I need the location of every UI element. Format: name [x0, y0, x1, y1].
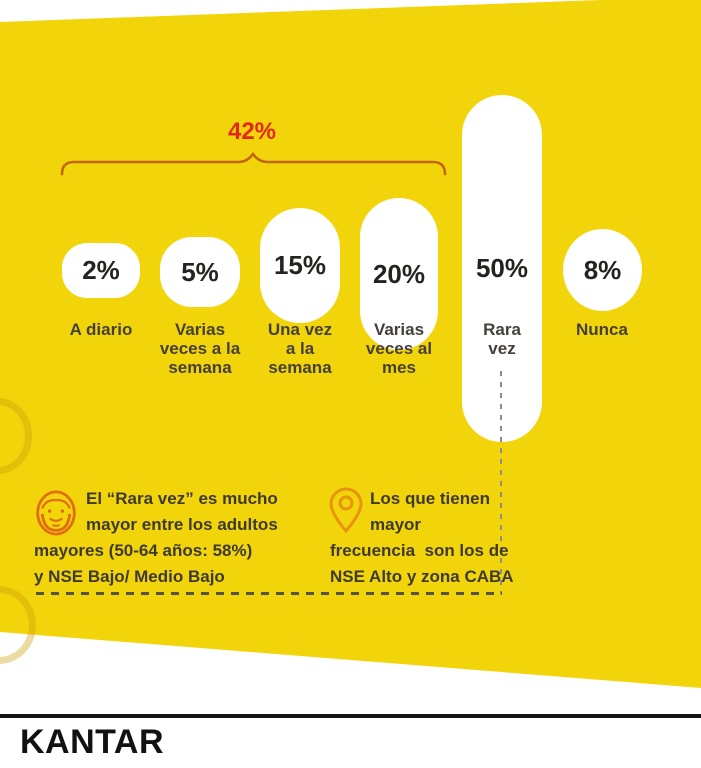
curly-brace-icon	[60, 151, 447, 176]
label-line: veces a la	[159, 339, 241, 358]
label-line: mes	[381, 358, 417, 377]
annotation-line: frecuencia son los de	[330, 541, 509, 560]
bar-pill-a-diario: 2%	[62, 243, 140, 298]
bar-value: 50%	[475, 253, 529, 283]
bar-value: 5%	[181, 256, 219, 287]
annotation-line: mayor	[370, 515, 422, 534]
bar-value: 2%	[82, 255, 120, 285]
label-line: Varias	[373, 320, 425, 339]
bar-category-label: Rara vez	[440, 320, 564, 358]
bar-pill-rara-vez: 50%	[462, 95, 542, 442]
kantar-logo: KANTAR	[20, 723, 165, 761]
label-line: veces al	[365, 339, 433, 358]
label-line: semana	[168, 358, 232, 377]
annotation-frecuencia: Los que tienen mayor frecuencia son los …	[330, 486, 520, 590]
bar-category-label: Varias veces a la semana	[138, 320, 262, 377]
label-line: Varias	[174, 320, 226, 339]
annotation-line: mayores (50-64 años: 58%)	[34, 541, 253, 560]
bar-pill-nunca: 8%	[563, 229, 642, 311]
label-line: A diario	[69, 320, 133, 339]
annotation-line: mayor entre los adultos	[86, 515, 278, 534]
annotation-line: El “Rara vez” es mucho	[86, 489, 278, 508]
bar-category-label: Varias veces al mes	[337, 320, 461, 377]
label-line: semana	[268, 358, 332, 377]
bar-value: 20%	[372, 258, 426, 289]
annotation-line: y NSE Bajo/ Medio Bajo	[34, 567, 225, 586]
label-line: a la	[285, 339, 315, 358]
annotation-line: Los que tienen	[370, 489, 490, 508]
bar-category-label: Nunca	[540, 320, 664, 339]
bar-pill-varias-veces-mes: 20%	[360, 198, 438, 350]
bracket-total-value: 42%	[227, 118, 277, 145]
bar-value: 15%	[273, 250, 327, 280]
bar-pill-varias-veces-semana: 5%	[160, 237, 240, 307]
bar-pill-una-vez-semana: 15%	[260, 208, 340, 323]
footer-divider	[0, 714, 701, 718]
vertical-dashed-connector	[500, 371, 502, 594]
annotation-line: NSE Alto y zona CABA	[330, 567, 514, 586]
horizontal-dashed-divider	[36, 592, 502, 595]
label-line: Una vez	[267, 320, 333, 339]
annotation-rara-vez: El “Rara vez” es mucho mayor entre los a…	[34, 486, 296, 590]
label-line: Nunca	[576, 320, 628, 339]
bar-category-label: Una vez a la semana	[238, 320, 362, 377]
label-line: Rara	[483, 320, 521, 339]
bar-value: 8%	[583, 254, 622, 285]
location-pin-icon	[329, 487, 363, 534]
bar-category-label: A diario	[39, 320, 163, 339]
label-line: vez	[488, 339, 516, 358]
bearded-man-icon	[36, 490, 76, 536]
